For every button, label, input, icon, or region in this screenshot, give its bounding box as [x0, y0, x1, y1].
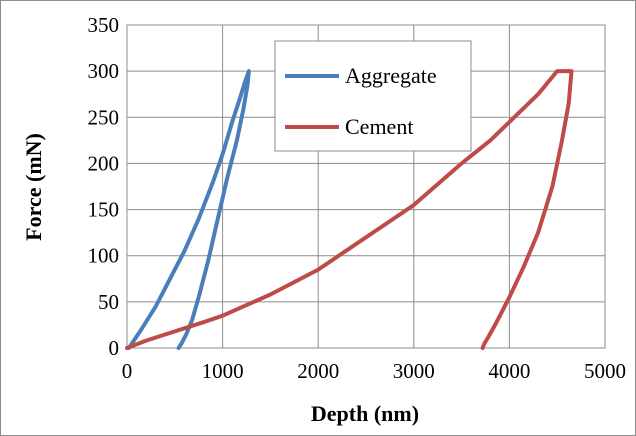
y-tick-label: 350	[88, 13, 120, 37]
plot-area	[126, 24, 606, 349]
legend-box	[274, 40, 472, 152]
y-tick-label: 250	[88, 105, 120, 129]
legend: Aggregate Cement	[274, 40, 472, 152]
y-axis-title: Force (mN)	[21, 133, 46, 241]
series-layer	[125, 69, 574, 350]
y-tick-label: 300	[88, 59, 120, 83]
legend-label-cement: Cement	[345, 114, 413, 139]
tick-labels: 0 1000 2000 3000 4000 5000 0 50 100 150 200 250 300 3…	[88, 13, 627, 383]
x-tick-label: 5000	[584, 359, 626, 383]
y-tick-label: 50	[98, 290, 119, 314]
y-tick-label: 100	[88, 244, 120, 268]
series-line-aggregate	[126, 69, 251, 350]
y-tick-label: 150	[88, 198, 120, 222]
legend-label-aggregate: Aggregate	[345, 63, 437, 88]
x-axis-title: Depth (nm)	[311, 401, 419, 426]
x-tick-label: 3000	[393, 359, 435, 383]
y-tick-label: 0	[109, 336, 120, 360]
x-tick-label: 2000	[297, 359, 339, 383]
x-tick-label: 4000	[488, 359, 530, 383]
x-tick-label: 1000	[202, 359, 244, 383]
x-tick-label: 0	[122, 359, 133, 383]
y-tick-label: 200	[88, 151, 120, 175]
series-line-cement	[125, 69, 574, 350]
